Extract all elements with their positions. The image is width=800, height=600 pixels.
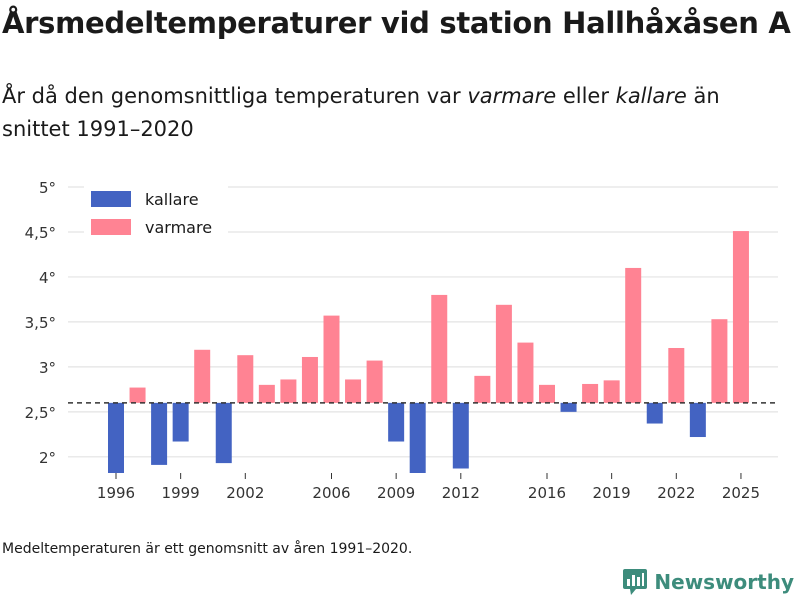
y-tick-label: 3° [39,359,56,377]
bar-1999 [172,402,189,442]
y-tick-label: 4,5° [25,224,56,242]
y-tick-label: 2° [39,449,56,467]
bar-1998 [151,402,168,465]
x-tick-label: 1996 [97,484,135,502]
chart-subtitle: År då den genomsnittliga temperaturen va… [2,80,782,146]
bar-2021 [646,402,663,424]
bar-2022 [668,347,685,403]
bar-1996 [108,402,124,473]
bar-2002 [237,355,254,403]
newsworthy-logo-icon [623,569,648,595]
subtitle-cold-word: kallare [615,84,687,108]
bar-2014 [495,304,512,403]
x-tick-label: 2012 [442,484,480,502]
legend-swatch-warm [91,219,131,235]
bar-2019 [603,380,620,403]
bar-2000 [194,349,211,403]
bar-1997 [129,387,146,403]
bar-2013 [474,375,491,403]
brand-name: Newsworthy [654,570,794,594]
subtitle-text-1: År då den genomsnittliga temperaturen va… [2,84,468,108]
bar-2017 [560,402,577,412]
legend-label-warm: varmare [145,218,212,237]
bar-2020 [625,267,642,403]
x-tick-label: 2002 [226,484,264,502]
bar-2018 [582,383,599,403]
bar-2024 [711,319,728,403]
bar-2023 [689,402,706,438]
legend-swatch-cold [91,191,131,207]
temperature-bar-chart: 2° 2,5° 3° 3,5° 4° 4,5° 5° 1996 1999 2002 2006 2009… [25,179,778,502]
y-tick-label: 3,5° [25,314,56,332]
bar-2006 [323,315,340,403]
bar-2016 [539,384,555,403]
bar-2007 [345,379,362,403]
y-tick-label: 4° [39,269,56,287]
y-tick-label: 5° [39,179,56,197]
x-tick-label: 1999 [162,484,200,502]
legend-label-cold: kallare [145,190,199,209]
bar-2012 [452,402,469,469]
bar-2015 [517,342,534,403]
y-tick-label: 2,5° [25,404,56,422]
x-tick-label: 2022 [657,484,695,502]
x-tick-label: 2016 [528,484,566,502]
bar-2011 [431,294,448,403]
bar-2010 [409,402,426,473]
bar-2008 [366,360,383,403]
bar-2003 [258,384,275,403]
bar-2004 [280,379,297,403]
subtitle-warm-word: varmare [467,84,557,108]
x-tick-label: 2019 [593,484,631,502]
brand-logo: Newsworthy [622,568,794,596]
x-tick-label: 2025 [722,484,760,502]
bar-2005 [301,356,318,403]
bar-2001 [215,402,232,464]
bar-2009 [388,402,405,442]
footnote: Medeltemperaturen är ett genomsnitt av å… [2,541,413,557]
subtitle-text-3: än snittet 1991–2020 [2,84,720,141]
x-tick-label: 2006 [312,484,350,502]
chart-title: Årsmedeltemperaturer vid station Hallhåx… [2,6,791,40]
bar-2025 [732,231,749,403]
subtitle-text-2: eller [556,84,616,108]
x-tick-label: 2009 [377,484,415,502]
